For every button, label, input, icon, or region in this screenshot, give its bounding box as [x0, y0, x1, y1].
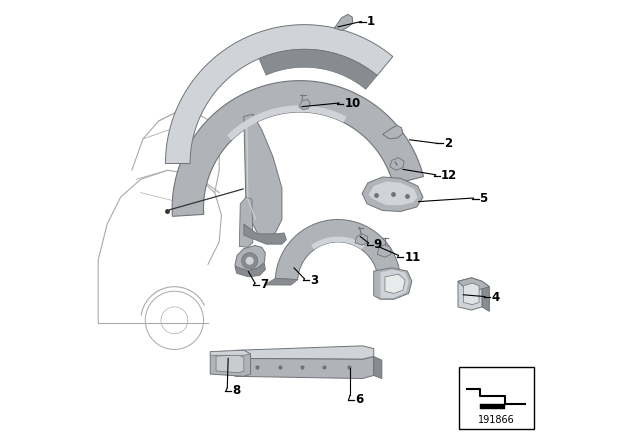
- Polygon shape: [210, 350, 250, 355]
- Text: 6: 6: [355, 393, 363, 406]
- Polygon shape: [334, 14, 353, 30]
- Polygon shape: [165, 25, 393, 164]
- Text: 1: 1: [367, 15, 374, 28]
- Polygon shape: [390, 158, 404, 170]
- Polygon shape: [227, 105, 347, 140]
- Text: 11: 11: [404, 250, 420, 264]
- Polygon shape: [311, 237, 365, 250]
- Text: 8: 8: [232, 384, 241, 397]
- Polygon shape: [216, 355, 244, 373]
- Polygon shape: [463, 283, 479, 305]
- Polygon shape: [385, 274, 405, 293]
- Polygon shape: [246, 125, 257, 220]
- Text: 3: 3: [310, 274, 318, 287]
- Polygon shape: [362, 177, 423, 211]
- Polygon shape: [374, 268, 412, 299]
- Polygon shape: [299, 99, 310, 110]
- Polygon shape: [244, 114, 282, 237]
- FancyBboxPatch shape: [459, 367, 534, 429]
- Polygon shape: [275, 220, 400, 280]
- Polygon shape: [481, 404, 505, 409]
- Text: 2: 2: [444, 137, 452, 150]
- Polygon shape: [264, 278, 298, 285]
- Polygon shape: [246, 257, 253, 265]
- Polygon shape: [235, 346, 374, 359]
- Text: 191866: 191866: [478, 415, 515, 425]
- Polygon shape: [259, 49, 377, 89]
- Text: 12: 12: [441, 169, 457, 182]
- Text: 7: 7: [260, 278, 268, 292]
- Polygon shape: [210, 350, 250, 376]
- Polygon shape: [378, 245, 391, 257]
- Text: 5: 5: [479, 192, 488, 206]
- Text: 10: 10: [344, 97, 360, 111]
- Polygon shape: [380, 270, 409, 298]
- Text: 9: 9: [374, 238, 382, 251]
- Polygon shape: [244, 224, 287, 244]
- Polygon shape: [458, 278, 490, 290]
- Polygon shape: [172, 81, 424, 216]
- Polygon shape: [235, 357, 374, 379]
- Polygon shape: [374, 357, 382, 379]
- Polygon shape: [482, 281, 490, 311]
- Polygon shape: [458, 278, 482, 310]
- Text: 4: 4: [491, 291, 499, 304]
- Polygon shape: [235, 263, 266, 277]
- Polygon shape: [383, 125, 403, 139]
- Polygon shape: [239, 197, 253, 247]
- Polygon shape: [369, 181, 418, 205]
- Polygon shape: [355, 234, 367, 245]
- Polygon shape: [235, 246, 266, 271]
- Polygon shape: [242, 253, 258, 269]
